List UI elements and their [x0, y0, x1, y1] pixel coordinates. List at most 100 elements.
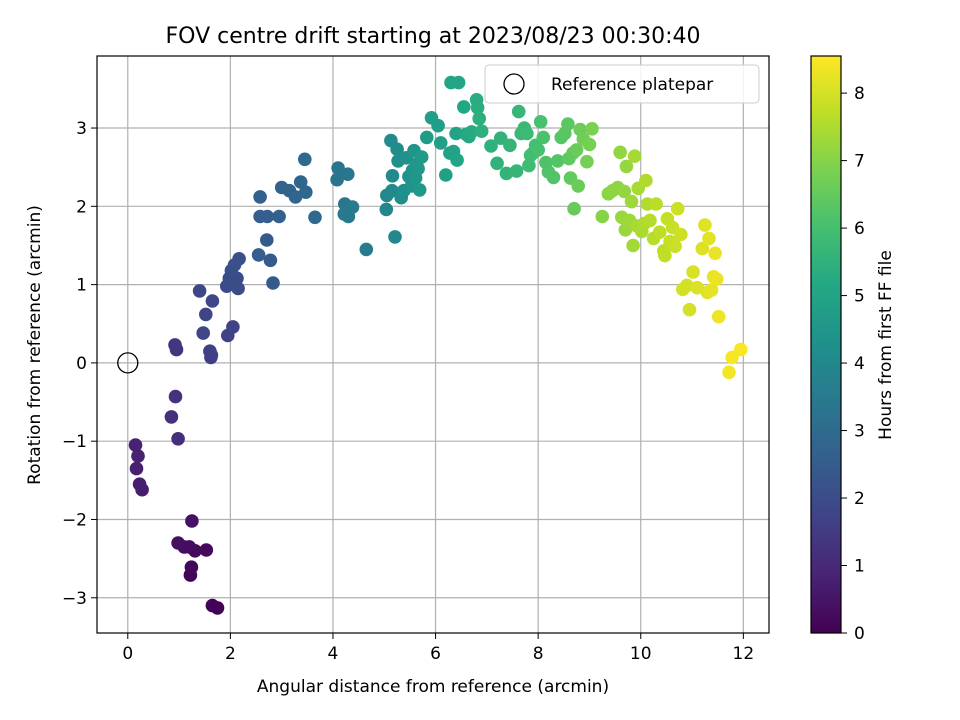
x-tick-label: 10	[630, 644, 652, 664]
drift-point	[231, 281, 245, 296]
drift-point	[674, 227, 688, 242]
drift-point	[199, 543, 214, 557]
y-tick-label: −1	[62, 432, 87, 452]
drift-point	[129, 461, 144, 476]
y-tick-label: −3	[62, 589, 87, 609]
drift-point	[260, 209, 275, 224]
drift-point	[499, 166, 514, 181]
drift-point	[128, 438, 143, 452]
x-tick-label: 0	[122, 644, 133, 664]
drift-point	[585, 122, 599, 136]
drift-point	[205, 294, 220, 308]
drift-point	[293, 175, 308, 189]
drift-point	[690, 280, 704, 295]
x-axis-ticks: 0 2 4 6 8 10 12	[122, 633, 754, 664]
x-tick-label: 12	[733, 644, 755, 664]
drift-point	[450, 153, 464, 167]
drift-point	[439, 168, 453, 182]
chart-title: FOV centre drift starting at 2023/08/23 …	[166, 24, 701, 49]
drift-point	[299, 185, 313, 199]
drift-point	[168, 389, 183, 404]
colorbar-frame	[810, 55, 842, 634]
drift-point	[411, 161, 425, 176]
colorbar-tick-label: 6	[854, 219, 865, 239]
drift-point	[704, 283, 719, 297]
x-tick-label: 4	[328, 644, 339, 664]
drift-point	[308, 210, 322, 225]
drift-point	[711, 309, 726, 324]
drift-point	[385, 183, 399, 198]
drift-point	[582, 137, 597, 152]
colorbar-tick-label: 0	[854, 624, 865, 644]
legend-marker-icon	[503, 73, 525, 95]
drift-point	[493, 131, 508, 145]
drift-point	[205, 598, 220, 613]
colorbar-tick-label: 4	[854, 354, 865, 374]
drift-point	[185, 514, 199, 528]
drift-point	[533, 115, 548, 129]
y-tick-label: −2	[62, 510, 87, 530]
legend-label: Reference platepar	[551, 75, 713, 95]
drift-point	[569, 143, 584, 157]
drift-point	[266, 276, 280, 290]
drift-point	[522, 158, 536, 173]
drift-point	[288, 190, 303, 204]
drift-point	[643, 213, 657, 228]
colorbar-label: Hours from first FF file	[876, 250, 896, 440]
drift-point	[627, 149, 642, 163]
drift-point	[379, 202, 394, 217]
data-points	[117, 75, 748, 615]
drift-point	[580, 154, 594, 169]
drift-point	[253, 190, 267, 204]
drift-point	[472, 111, 487, 126]
x-tick-label: 2	[225, 644, 236, 664]
drift-point	[341, 167, 355, 181]
legend-box	[484, 64, 760, 104]
drift-point	[451, 75, 466, 90]
x-tick-label: 8	[533, 644, 544, 664]
legend: Reference platepar	[484, 64, 760, 104]
y-tick-label: 0	[76, 354, 87, 374]
drift-point	[619, 159, 634, 174]
drift-point	[385, 169, 400, 183]
drift-point	[734, 342, 748, 357]
drift-point	[613, 145, 627, 160]
y-tick-label: 3	[76, 119, 87, 139]
plot-area-frame	[96, 55, 770, 634]
colorbar-tick-label: 3	[854, 422, 865, 442]
drift-point	[531, 143, 545, 157]
drift-point	[702, 231, 716, 246]
drift-point	[412, 183, 427, 197]
drift-point	[345, 200, 360, 214]
colorbar-tick-label: 8	[854, 84, 865, 104]
drift-point	[509, 164, 524, 178]
colorbar-gradient	[811, 56, 841, 633]
drift-point	[199, 307, 213, 322]
drift-point	[192, 284, 207, 298]
drift-point	[695, 241, 710, 256]
drift-point	[708, 246, 722, 261]
drift-point	[550, 154, 565, 168]
drift-point	[464, 125, 479, 139]
drift-point	[171, 432, 185, 446]
drift-point	[168, 338, 182, 352]
drift-point	[520, 126, 534, 141]
reference-platepar-marker	[117, 352, 139, 374]
drift-point	[626, 238, 640, 253]
y-axis-ticks: −3 −2 −1 0 1 2 3	[62, 119, 97, 609]
drift-point	[722, 365, 736, 380]
x-tick-label: 6	[430, 644, 441, 664]
drift-point	[567, 201, 581, 216]
drift-point	[709, 272, 724, 286]
drift-point	[668, 239, 682, 253]
drift-point	[511, 104, 526, 119]
drift-point	[414, 150, 429, 164]
drift-point	[331, 161, 345, 175]
drift-point	[330, 172, 344, 187]
colorbar-tick-label: 2	[854, 489, 865, 509]
drift-point	[652, 225, 667, 239]
drift-point	[670, 201, 685, 216]
colorbar-tick-label: 7	[854, 152, 865, 172]
drift-point	[132, 477, 147, 492]
